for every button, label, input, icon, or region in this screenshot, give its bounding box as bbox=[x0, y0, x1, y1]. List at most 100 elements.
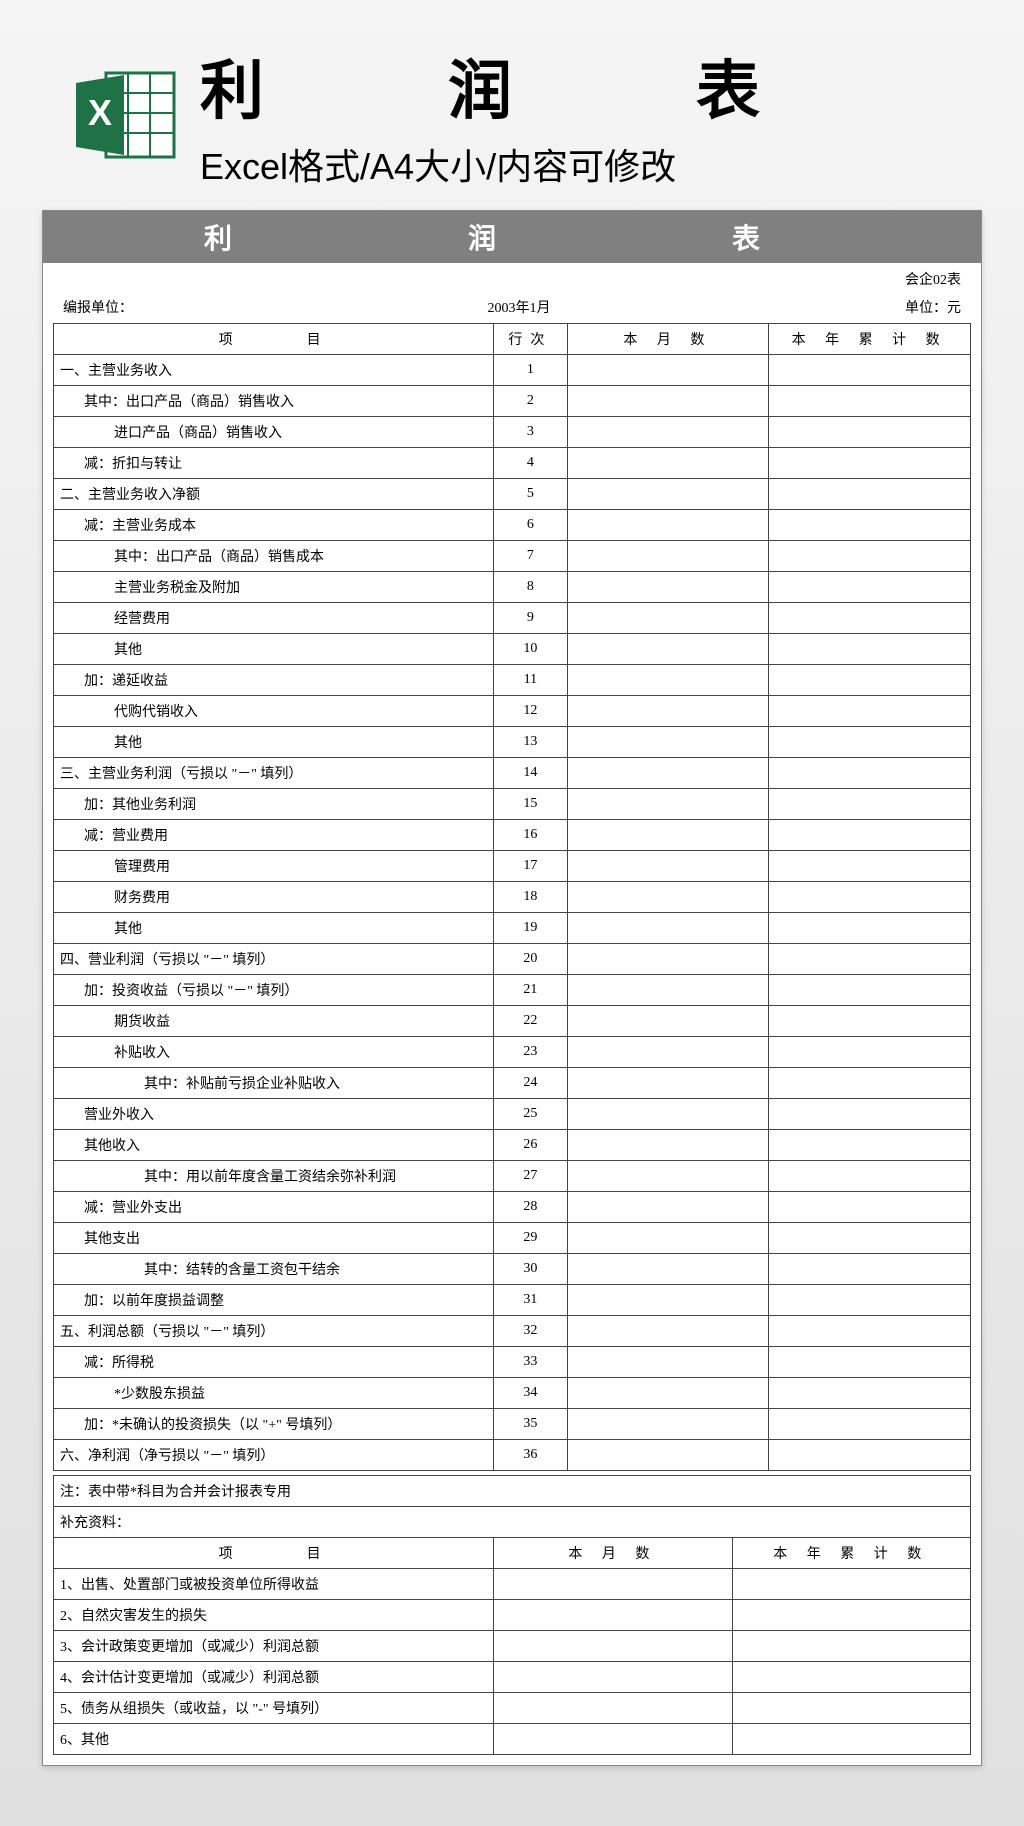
item-cell: 减：营业外支出 bbox=[54, 1192, 494, 1223]
line-no-cell: 18 bbox=[494, 882, 567, 913]
item-cell: 其他收入 bbox=[54, 1130, 494, 1161]
month-cell bbox=[567, 758, 769, 789]
year-cell bbox=[769, 696, 971, 727]
item-cell: 经营费用 bbox=[54, 603, 494, 634]
col-month: 本 月 数 bbox=[567, 324, 769, 355]
supp-year-cell bbox=[732, 1569, 970, 1600]
svg-text:X: X bbox=[88, 92, 112, 133]
table-row: 减：主营业务成本6 bbox=[54, 510, 971, 541]
line-no-cell: 22 bbox=[494, 1006, 567, 1037]
table-row: 经营费用9 bbox=[54, 603, 971, 634]
month-cell bbox=[567, 882, 769, 913]
supp-item-cell: 4、会计估计变更增加（或减少）利润总额 bbox=[54, 1662, 494, 1693]
item-cell: 其中：用以前年度含量工资结余弥补利润 bbox=[54, 1161, 494, 1192]
month-cell bbox=[567, 448, 769, 479]
year-cell bbox=[769, 355, 971, 386]
item-cell: 加：以前年度损益调整 bbox=[54, 1285, 494, 1316]
table-row: 减：折扣与转让4 bbox=[54, 448, 971, 479]
line-no-cell: 23 bbox=[494, 1037, 567, 1068]
item-cell: 其他 bbox=[54, 634, 494, 665]
table-row: 管理费用17 bbox=[54, 851, 971, 882]
supp-header-row: 项 目 本 月 数 本 年 累 计 数 bbox=[54, 1538, 971, 1569]
item-cell: 加：投资收益（亏损以 "－" 填列） bbox=[54, 975, 494, 1006]
item-cell: 其他 bbox=[54, 913, 494, 944]
main-title: 利 润 表 bbox=[200, 40, 820, 132]
month-cell bbox=[567, 1409, 769, 1440]
month-cell bbox=[567, 851, 769, 882]
item-cell: 营业外收入 bbox=[54, 1099, 494, 1130]
table-row: 加：以前年度损益调整31 bbox=[54, 1285, 971, 1316]
line-no-cell: 29 bbox=[494, 1223, 567, 1254]
table-row: 其中：出口产品（商品）销售收入2 bbox=[54, 386, 971, 417]
month-cell bbox=[567, 1192, 769, 1223]
item-cell: 其中：出口产品（商品）销售收入 bbox=[54, 386, 494, 417]
month-cell bbox=[567, 355, 769, 386]
doc-title-bar: 利 润 表 bbox=[43, 211, 981, 263]
month-cell bbox=[567, 975, 769, 1006]
month-cell bbox=[567, 386, 769, 417]
table-row: 期货收益22 bbox=[54, 1006, 971, 1037]
table-row: 其他10 bbox=[54, 634, 971, 665]
month-cell bbox=[567, 789, 769, 820]
line-no-cell: 24 bbox=[494, 1068, 567, 1099]
month-cell bbox=[567, 417, 769, 448]
item-cell: 四、营业利润（亏损以 "－" 填列） bbox=[54, 944, 494, 975]
year-cell bbox=[769, 975, 971, 1006]
item-cell: 加：*未确认的投资损失（以 "+" 号填列） bbox=[54, 1409, 494, 1440]
supp-item-cell: 6、其他 bbox=[54, 1724, 494, 1755]
year-cell bbox=[769, 541, 971, 572]
table-row: 补贴收入23 bbox=[54, 1037, 971, 1068]
year-cell bbox=[769, 1192, 971, 1223]
line-no-cell: 11 bbox=[494, 665, 567, 696]
item-cell: 三、主营业务利润（亏损以 "－" 填列） bbox=[54, 758, 494, 789]
year-cell bbox=[769, 634, 971, 665]
item-cell: 二、主营业务收入净额 bbox=[54, 479, 494, 510]
profit-table: 项 目 行次 本 月 数 本 年 累 计 数 一、主营业务收入1其中：出口产品（… bbox=[53, 323, 971, 1471]
year-cell bbox=[769, 1223, 971, 1254]
supp-col-month: 本 月 数 bbox=[494, 1538, 732, 1569]
month-cell bbox=[567, 1254, 769, 1285]
year-cell bbox=[769, 882, 971, 913]
item-cell: 期货收益 bbox=[54, 1006, 494, 1037]
supp-row: 4、会计估计变更增加（或减少）利润总额 bbox=[54, 1662, 971, 1693]
table-row: 其中：补贴前亏损企业补贴收入24 bbox=[54, 1068, 971, 1099]
line-no-cell: 13 bbox=[494, 727, 567, 758]
supp-month-cell bbox=[494, 1662, 732, 1693]
line-no-cell: 30 bbox=[494, 1254, 567, 1285]
table-row: *少数股东损益34 bbox=[54, 1378, 971, 1409]
table-row: 代购代销收入12 bbox=[54, 696, 971, 727]
year-cell bbox=[769, 448, 971, 479]
item-cell: 六、净利润（净亏损以 "－" 填列） bbox=[54, 1440, 494, 1471]
table-row: 减：营业外支出28 bbox=[54, 1192, 971, 1223]
supp-col-item: 项 目 bbox=[54, 1538, 494, 1569]
year-cell bbox=[769, 1161, 971, 1192]
period-label: 2003年1月 bbox=[488, 297, 551, 317]
year-cell bbox=[769, 913, 971, 944]
table-row: 主营业务税金及附加8 bbox=[54, 572, 971, 603]
month-cell bbox=[567, 572, 769, 603]
item-cell: 其中：结转的含量工资包干结余 bbox=[54, 1254, 494, 1285]
year-cell bbox=[769, 1378, 971, 1409]
month-cell bbox=[567, 913, 769, 944]
table-row: 其中：出口产品（商品）销售成本7 bbox=[54, 541, 971, 572]
table-row: 其他支出29 bbox=[54, 1223, 971, 1254]
table-row: 加：投资收益（亏损以 "－" 填列）21 bbox=[54, 975, 971, 1006]
table-header-row: 项 目 行次 本 月 数 本 年 累 计 数 bbox=[54, 324, 971, 355]
item-cell: 减：折扣与转让 bbox=[54, 448, 494, 479]
notes-table: 注：表中带*科目为合并会计报表专用 补充资料： 项 目 本 月 数 本 年 累 … bbox=[53, 1475, 971, 1755]
year-cell bbox=[769, 944, 971, 975]
year-cell bbox=[769, 1316, 971, 1347]
item-cell: 财务费用 bbox=[54, 882, 494, 913]
line-no-cell: 10 bbox=[494, 634, 567, 665]
month-cell bbox=[567, 1130, 769, 1161]
supp-item-cell: 3、会计政策变更增加（或减少）利润总额 bbox=[54, 1631, 494, 1662]
item-cell: 管理费用 bbox=[54, 851, 494, 882]
item-cell: *少数股东损益 bbox=[54, 1378, 494, 1409]
table-row: 其中：结转的含量工资包干结余30 bbox=[54, 1254, 971, 1285]
excel-icon: X bbox=[70, 65, 180, 165]
item-cell: 主营业务税金及附加 bbox=[54, 572, 494, 603]
month-cell bbox=[567, 1316, 769, 1347]
year-cell bbox=[769, 479, 971, 510]
table-row: 其中：用以前年度含量工资结余弥补利润27 bbox=[54, 1161, 971, 1192]
supp-month-cell bbox=[494, 1724, 732, 1755]
